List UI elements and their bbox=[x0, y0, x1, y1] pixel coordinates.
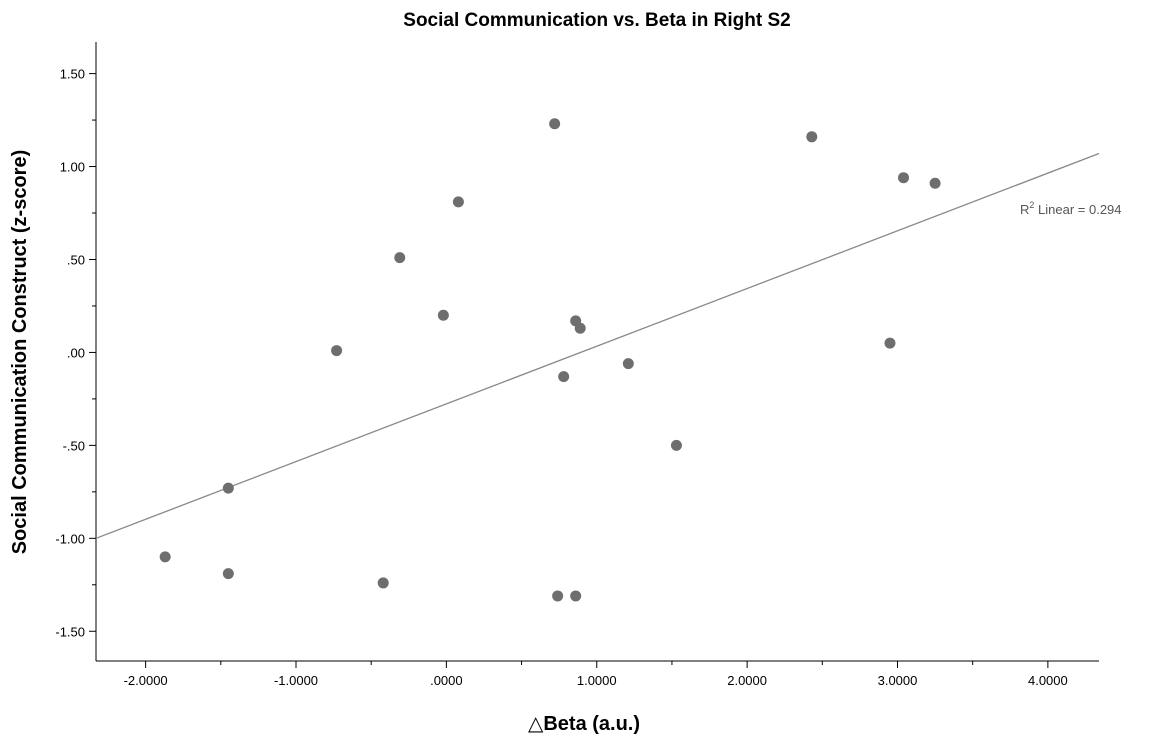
r-squared-annotation: R2 Linear = 0.294 bbox=[1020, 200, 1122, 217]
data-point bbox=[884, 337, 896, 349]
x-tick-label: 2.0000 bbox=[727, 673, 767, 688]
y-tick-label: .50 bbox=[67, 252, 85, 267]
r-squared-prefix: R bbox=[1020, 202, 1029, 217]
data-point bbox=[622, 358, 634, 370]
y-tick-label: .00 bbox=[67, 345, 85, 360]
data-point bbox=[898, 172, 910, 184]
r-squared-superscript: 2 bbox=[1029, 200, 1034, 210]
data-point bbox=[558, 371, 570, 383]
data-point bbox=[222, 568, 234, 580]
data-point bbox=[394, 252, 406, 264]
data-point bbox=[549, 118, 561, 130]
y-tick-label: 1.50 bbox=[60, 67, 85, 82]
y-tick-label: -1.00 bbox=[55, 531, 85, 546]
data-point bbox=[670, 439, 682, 451]
r-squared-text: Linear = 0.294 bbox=[1034, 202, 1121, 217]
plot-area: -2.0000 -1.0000 .0000 1.0000 2.0000 3.0000 4.0… bbox=[55, 42, 1122, 688]
data-point bbox=[222, 482, 234, 494]
x-tick-label: 3.0000 bbox=[878, 673, 918, 688]
data-point bbox=[377, 577, 389, 589]
data-point bbox=[574, 322, 586, 334]
x-tick-label: -1.0000 bbox=[274, 673, 318, 688]
x-tick-label: 1.0000 bbox=[577, 673, 617, 688]
data-point bbox=[452, 196, 464, 208]
x-axis-label: △Beta (a.u.) bbox=[528, 711, 640, 735]
data-point bbox=[159, 551, 171, 563]
linear-fit-line bbox=[95, 152, 1100, 539]
data-point bbox=[929, 177, 941, 189]
chart-title: Social Communication vs. Beta in Right S… bbox=[403, 10, 790, 31]
y-tick-label: -.50 bbox=[63, 438, 85, 453]
y-tick-label: 1.00 bbox=[60, 160, 85, 175]
x-tick-label: 4.0000 bbox=[1028, 673, 1068, 688]
data-point bbox=[806, 131, 818, 143]
y-tick-label: -1.50 bbox=[55, 624, 85, 639]
data-point bbox=[331, 345, 343, 357]
data-point bbox=[570, 590, 582, 602]
x-axis-ticks: -2.0000 -1.0000 .0000 1.0000 2.0000 3.0000 4.0… bbox=[124, 661, 1068, 688]
data-points bbox=[159, 118, 941, 602]
x-tick-label: -2.0000 bbox=[124, 673, 168, 688]
data-point bbox=[437, 309, 449, 321]
x-tick-label: .0000 bbox=[430, 673, 463, 688]
y-axis-ticks: 1.50 1.00 .50 .00 -.50 -1.00 -1.50 bbox=[55, 67, 96, 639]
data-point bbox=[552, 590, 564, 602]
x-axis-label-text: Beta (a.u.) bbox=[543, 713, 640, 735]
delta-symbol: △ bbox=[528, 711, 544, 735]
y-axis-label: Social Communication Construct (z-score) bbox=[9, 150, 31, 555]
